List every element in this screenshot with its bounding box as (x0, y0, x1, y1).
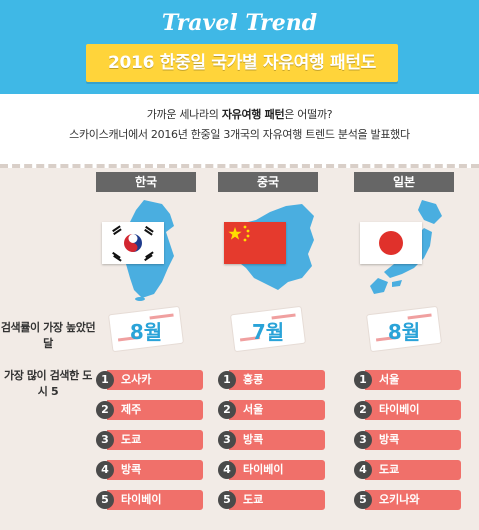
city-bar: 도쿄 (229, 490, 325, 510)
city-name: 타이베이 (243, 463, 284, 476)
intro-question: 가까운 세나라의 자유여행 패턴은 어떨까? (0, 106, 479, 122)
country-tab-china: 중국 (218, 172, 318, 192)
city-bar: 서울 (365, 370, 461, 390)
country-tab-japan: 일본 (354, 172, 454, 192)
rank-badge: 3 (354, 431, 372, 449)
city-name: 도쿄 (379, 463, 400, 476)
country-column-korea: 한국 8월 오사카 1 제주 2 도쿄 3 방콕 4 타 (96, 170, 206, 522)
peak-month-label: 검색률이 가장 높았던 달 (0, 321, 96, 350)
city-item: 타이베이 2 (354, 400, 464, 422)
intro-description: 스카이스캐너에서 2016년 한중일 3개국의 자유여행 트렌드 분석을 발표했… (69, 128, 410, 141)
brand-title: Travel Trend (161, 10, 318, 36)
peak-month-japan: 8월 (387, 320, 421, 344)
header-banner: Travel Trend 2016 한중일 국가별 자유여행 패턴도 (0, 0, 479, 94)
china-flag-icon (224, 222, 286, 264)
city-bar: 홍콩 (229, 370, 325, 390)
city-name: 타이베이 (121, 493, 162, 506)
city-bar: 오키나와 (365, 490, 461, 510)
country-column-china: 중국 7월 홍콩 1 서울 2 방콕 3 타이베이 4 도쿄 5 (218, 170, 328, 522)
rank-badge: 1 (96, 371, 114, 389)
country-tab-korea: 한국 (96, 172, 196, 192)
city-name: 오키나와 (379, 493, 420, 506)
korea-flag-icon (102, 222, 164, 264)
city-name: 방콕 (243, 433, 264, 446)
city-item: 도쿄 5 (218, 490, 328, 512)
rank-badge: 1 (218, 371, 236, 389)
rank-badge: 5 (96, 491, 114, 509)
intro-text-after: 은 어떨까? (284, 108, 333, 121)
city-name: 제주 (121, 403, 142, 416)
city-item: 제주 2 (96, 400, 206, 422)
page-title: 2016 한중일 국가별 자유여행 패턴도 (107, 53, 376, 73)
city-name: 홍콩 (243, 373, 264, 386)
city-item: 타이베이 4 (218, 460, 328, 482)
peak-month-china: 7월 (251, 320, 285, 344)
city-name: 방콕 (121, 463, 142, 476)
city-bar: 도쿄 (107, 430, 203, 450)
city-item: 타이베이 5 (96, 490, 206, 512)
rank-badge: 4 (96, 461, 114, 479)
city-name: 도쿄 (121, 433, 142, 446)
city-item: 도쿄 4 (354, 460, 464, 482)
dashed-divider (0, 156, 479, 168)
rank-badge: 3 (218, 431, 236, 449)
city-item: 오사카 1 (96, 370, 206, 392)
city-name: 서울 (379, 373, 400, 386)
top-cities-label: 가장 많이 검색한 도시 5 (3, 369, 93, 398)
peak-month-korea: 8월 (129, 320, 163, 344)
rank-badge: 4 (354, 461, 372, 479)
city-bar: 서울 (229, 400, 325, 420)
city-item: 서울 1 (354, 370, 464, 392)
city-item: 방콕 3 (218, 430, 328, 452)
rank-badge: 5 (218, 491, 236, 509)
city-item: 도쿄 3 (96, 430, 206, 452)
city-name: 도쿄 (243, 493, 264, 506)
intro-section: 가까운 세나라의 자유여행 패턴은 어떨까? 스카이스캐너에서 2016년 한중… (0, 94, 479, 156)
city-bar: 타이베이 (229, 460, 325, 480)
rank-badge: 2 (96, 401, 114, 419)
city-bar: 방콕 (365, 430, 461, 450)
city-item: 홍콩 1 (218, 370, 328, 392)
city-bar: 타이베이 (365, 400, 461, 420)
city-name: 타이베이 (379, 403, 420, 416)
city-bar: 도쿄 (365, 460, 461, 480)
city-item: 방콕 4 (96, 460, 206, 482)
city-bar: 방콕 (229, 430, 325, 450)
intro-text-strong: 자유여행 패턴 (221, 108, 285, 121)
japan-flag-icon (360, 222, 422, 264)
city-name: 방콕 (379, 433, 400, 446)
city-bar: 방콕 (107, 460, 203, 480)
city-item: 오키나와 5 (354, 490, 464, 512)
rank-badge: 4 (218, 461, 236, 479)
rank-badge: 2 (218, 401, 236, 419)
country-column-japan: 일본 8월 서울 1 타이베이 2 방콕 3 도쿄 4 오키나와 5 (354, 170, 464, 522)
intro-text-before: 가까운 세나라의 (146, 108, 222, 121)
city-name: 서울 (243, 403, 264, 416)
city-item: 방콕 3 (354, 430, 464, 452)
city-name: 오사카 (121, 373, 152, 386)
rank-badge: 3 (96, 431, 114, 449)
title-ribbon: 2016 한중일 국가별 자유여행 패턴도 (72, 44, 412, 82)
city-item: 서울 2 (218, 400, 328, 422)
rank-badge: 1 (354, 371, 372, 389)
rank-badge: 2 (354, 401, 372, 419)
city-bar: 제주 (107, 400, 203, 420)
city-bar: 타이베이 (107, 490, 203, 510)
city-bar: 오사카 (107, 370, 203, 390)
rank-badge: 5 (354, 491, 372, 509)
